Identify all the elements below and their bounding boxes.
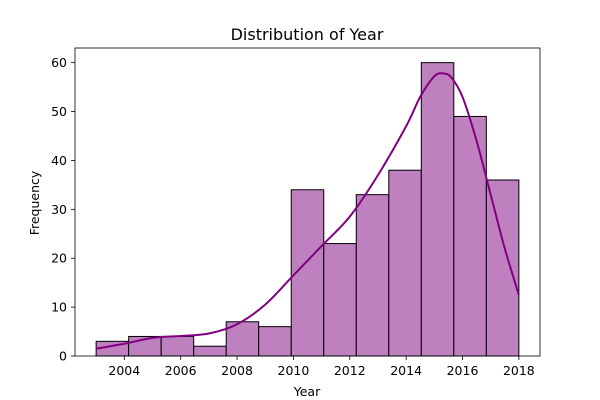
x-tick-label: 2014: [390, 363, 422, 378]
y-tick-label: 40: [51, 153, 67, 168]
x-tick-label: 2008: [221, 363, 253, 378]
kde-group: [95, 72, 520, 350]
y-tick-label: 50: [51, 104, 67, 119]
histogram-bar: [193, 345, 227, 357]
x-tick-label: 2006: [165, 363, 197, 378]
y-tick-label: 20: [51, 251, 67, 266]
y-tick-label: 0: [59, 349, 67, 364]
x-tick-label: 2018: [503, 363, 535, 378]
plot-area-frame: [74, 47, 541, 357]
histogram-bar: [355, 194, 390, 357]
y-axis-label: Frequency: [27, 170, 42, 235]
x-axis-label: Year: [293, 384, 321, 399]
y-tick-label: 10: [51, 300, 67, 315]
histogram-bar: [323, 243, 357, 357]
x-tick-label: 2012: [334, 363, 366, 378]
chart-title: Distribution of Year: [231, 25, 384, 44]
histogram-bar: [388, 169, 422, 357]
histogram-bar: [485, 179, 520, 357]
histogram-bar: [160, 335, 195, 357]
histogram-bar: [420, 62, 455, 357]
y-axis: 0 10 20 30 40 50 60: [51, 55, 75, 364]
kde-curve: [95, 72, 520, 350]
y-tick-label: 60: [51, 55, 67, 70]
y-tick-label: 30: [51, 202, 67, 217]
x-axis: 2004 2006 2008 2010 2012 2014 2016 2018: [108, 356, 535, 378]
histogram-bar: [258, 326, 292, 357]
x-tick-label: 2004: [108, 363, 140, 378]
x-tick-label: 2010: [278, 363, 310, 378]
histogram-bar: [453, 115, 487, 357]
x-tick-label: 2016: [447, 363, 479, 378]
